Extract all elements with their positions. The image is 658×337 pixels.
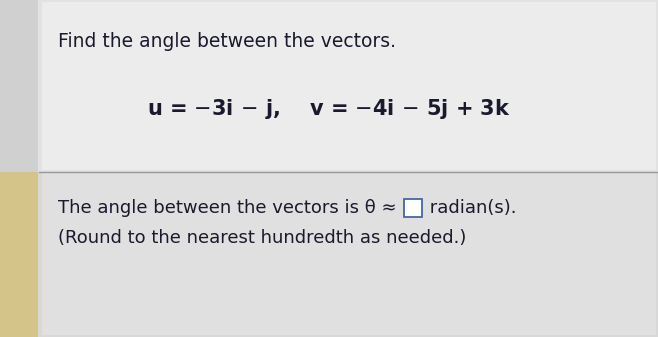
Bar <box>38 0 658 172</box>
Bar <box>42 173 656 335</box>
Text: Find the angle between the vectors.: Find the angle between the vectors. <box>58 32 396 51</box>
Bar <box>0 0 38 172</box>
Text: The angle between the vectors is θ ≈: The angle between the vectors is θ ≈ <box>58 199 403 217</box>
Text: u = $-$3i $-$ j,    v = $-$4i $-$ 5j + 3k: u = $-$3i $-$ j, v = $-$4i $-$ 5j + 3k <box>147 97 511 121</box>
Bar <box>42 2 656 170</box>
Bar <box>0 172 38 337</box>
Bar <box>405 199 422 217</box>
Text: radian(s).: radian(s). <box>424 199 517 217</box>
Text: (Round to the nearest hundredth as needed.): (Round to the nearest hundredth as neede… <box>58 229 467 247</box>
Bar <box>38 172 658 337</box>
